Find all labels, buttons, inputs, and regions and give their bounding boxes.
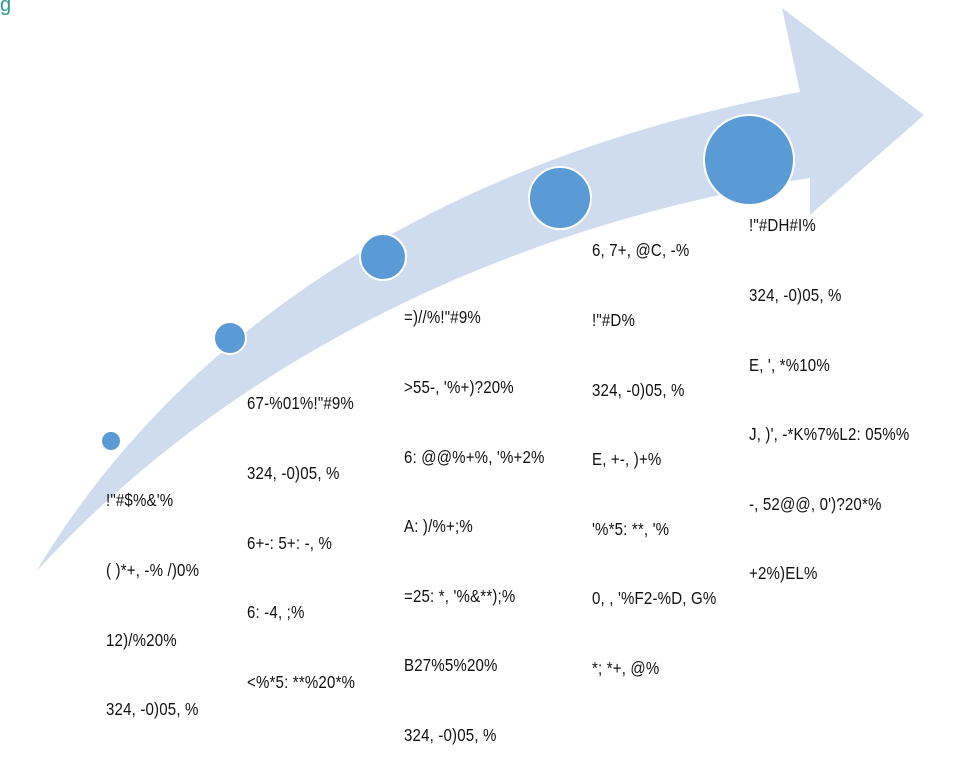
stage-4-node bbox=[528, 166, 592, 230]
stage-3-line: 6: @@%+%, '%+2% bbox=[404, 446, 545, 467]
stage-5-label: !"#DH#I% 324, -0)05, % E, ', *%10% J, )'… bbox=[749, 168, 909, 609]
stage-5-line: E, ', *%10% bbox=[749, 354, 830, 375]
stage-3-label: =)//%!"#9% >55-, '%+)?20% 6: @@%+%, '%+2… bbox=[404, 260, 545, 770]
stage-4-line: 324, -0)05, % bbox=[592, 379, 685, 400]
stage-1-line: ( )*+, -% /)0% bbox=[106, 560, 200, 581]
stage-3-line: B27%5%20% bbox=[404, 655, 498, 676]
top-text-fragment: g bbox=[0, 0, 13, 16]
stage-2-line: 6+-: 5+: -, % bbox=[247, 532, 333, 553]
stage-5-line: !"#DH#I% bbox=[749, 215, 816, 236]
stage-3-line: 324, -0)05, % bbox=[404, 725, 497, 746]
stage-5-line: J, )', -*K%7%L2: 05%% bbox=[749, 424, 910, 445]
stage-4-line: E, +-, )+% bbox=[592, 449, 662, 470]
stage-1-line: !"#$%&'% bbox=[106, 490, 174, 511]
stage-4-label: 6, 7+, @C, -% !"#D% 324, -0)05, % E, +-,… bbox=[592, 193, 716, 703]
stage-5-node bbox=[703, 114, 795, 206]
stage-2-line: 6: -4, ;% bbox=[247, 602, 305, 623]
stage-3-line: =25: *, '%&**);% bbox=[404, 585, 516, 606]
curved-arrow-shape bbox=[36, 8, 924, 572]
growth-arrow-diagram bbox=[36, 8, 924, 572]
stage-5-line: 324, -0)05, % bbox=[749, 285, 842, 306]
stage-2-line: 67-%01%!"#9% bbox=[247, 393, 354, 414]
stage-4-line: 6, 7+, @C, -% bbox=[592, 240, 690, 261]
stage-1-line: 324, -0)05, % bbox=[106, 699, 199, 720]
stage-1-node bbox=[100, 430, 122, 452]
stage-3-line: A: )/%+;% bbox=[404, 516, 473, 537]
stage-4-line: *; *+, @% bbox=[592, 658, 660, 679]
stage-2-node bbox=[213, 321, 247, 355]
stage-3-node bbox=[359, 233, 407, 281]
stage-1-line: 12)/%20% bbox=[106, 629, 177, 650]
stage-3-line: =)//%!"#9% bbox=[404, 307, 481, 328]
stage-3-line: >55-, '%+)?20% bbox=[404, 377, 514, 398]
stage-4-line: 0, , '%F2-%D, G% bbox=[592, 588, 717, 609]
stage-5-line: +2%)EL% bbox=[749, 563, 818, 584]
stage-4-line: '%*5: **, '% bbox=[592, 518, 670, 539]
stage-2-line: 324, -0)05, % bbox=[247, 463, 340, 484]
stage-4-line: !"#D% bbox=[592, 310, 636, 331]
stage-2-label: 67-%01%!"#9% 324, -0)05, % 6+-: 5+: -, %… bbox=[247, 346, 355, 717]
stage-5-line: -, 52@@, 0')?20*% bbox=[749, 493, 882, 514]
stage-2-line: <%*5: **%20*% bbox=[247, 671, 356, 692]
stage-1-label: !"#$%&'% ( )*+, -% /)0% 12)/%20% 324, -0… bbox=[106, 443, 199, 745]
